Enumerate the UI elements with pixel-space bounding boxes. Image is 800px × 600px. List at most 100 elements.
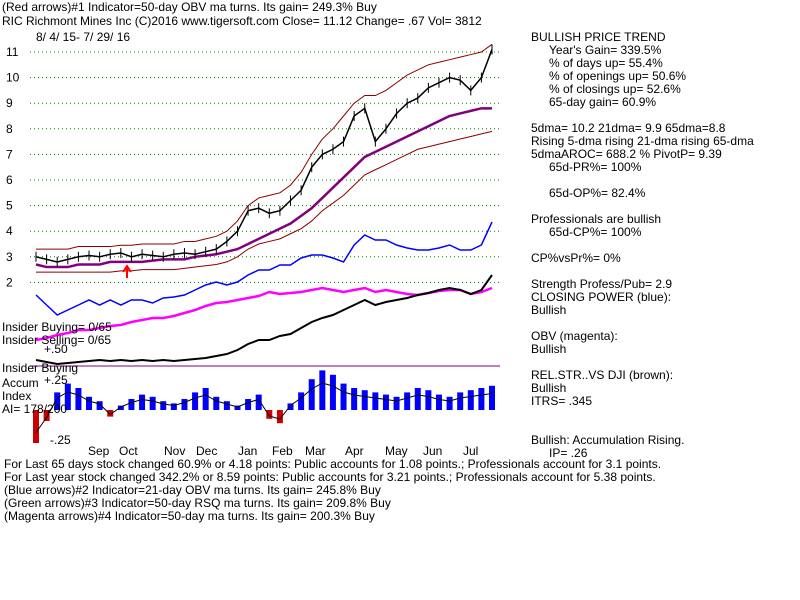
accum-bar	[425, 390, 432, 410]
red-arrow-icon	[122, 264, 132, 278]
closing-power-line	[35, 221, 493, 316]
x-tick-label: Oct	[119, 444, 138, 458]
accum-bar	[43, 410, 50, 421]
side-line: Strength Profess/Pub= 2.9	[531, 277, 673, 291]
accum-bar	[404, 392, 411, 410]
minus25-label: -.25	[50, 433, 71, 447]
side-line: 65d-CP%= 100%	[549, 225, 642, 239]
side-line: 65-day gain= 60.9%	[549, 95, 657, 109]
header-ticker-line: RIC Richmont Mines Inc (C)2016 www.tiger…	[2, 14, 482, 28]
plus25-label: +.25	[44, 373, 68, 387]
accum-bar	[382, 394, 389, 410]
insider-buying-label: Insider Buying= 0/65	[2, 320, 112, 334]
accum-bar	[276, 410, 283, 424]
accum-bar	[287, 403, 294, 410]
insider-buying-2-label: Insider Buying	[2, 361, 79, 375]
accum-bar	[435, 394, 442, 410]
side-line: 5dma= 10.2 21dma= 9.9 65dma=8.8	[531, 121, 726, 135]
ai-label: AI= 178/200	[2, 402, 68, 416]
side-line: Bullish	[531, 303, 567, 317]
plus50-label: +.50	[44, 342, 68, 356]
side-line: ITRS= .345	[531, 394, 593, 408]
x-tick-label: Apr	[345, 444, 364, 458]
side-panel: BULLISH PRICE TREND Year's Gain= 339.5%% …	[531, 31, 754, 460]
accum-bar	[340, 383, 347, 410]
y-tick-label: 4	[6, 224, 13, 238]
side-line: REL.STR..VS DJI (brown):	[531, 368, 674, 382]
date-range: 8/ 4/ 15- 7/ 29/ 16	[36, 30, 131, 44]
accum-bar	[33, 410, 39, 443]
footer-line: For Last 65 days stock changed 60.9% or …	[4, 457, 662, 471]
upper-band-line	[36, 43, 493, 250]
insider-selling-label: Insider Selling= 0/65	[2, 333, 112, 347]
accum-bar	[234, 405, 241, 410]
accum-bar	[192, 392, 199, 410]
x-tick-label: Jul	[463, 444, 478, 458]
accum-bar	[351, 388, 358, 410]
y-tick-label: 8	[6, 122, 13, 136]
accum-label: Accum	[2, 376, 39, 390]
accum-bar	[202, 388, 209, 410]
accum-bar	[245, 399, 252, 410]
y-tick-label: 10	[6, 71, 20, 85]
accum-bar	[372, 392, 379, 410]
x-tick-label: Mar	[305, 444, 326, 458]
accum-bar	[64, 383, 71, 410]
accum-bar	[393, 396, 400, 410]
y-tick-label: 9	[6, 96, 13, 110]
y-tick-label: 2	[6, 275, 13, 289]
y-tick-label: 11	[6, 45, 19, 59]
y-tick-label: 6	[6, 173, 13, 187]
footer: For Last 65 days stock changed 60.9% or …	[4, 458, 661, 523]
accum-bar	[170, 403, 177, 410]
footer-line: (Magenta arrows)#4 Indicator=50-day ma t…	[4, 509, 375, 523]
accum-bar	[107, 410, 114, 417]
footer-line: (Green arrows)#3 Indicator=50-day RSQ ma…	[4, 496, 391, 510]
accum-bar	[361, 390, 368, 410]
accum-bar	[117, 405, 124, 410]
x-tick-label: Jan	[238, 444, 257, 458]
footer-line: For Last year stock changed 342.2% or 8.…	[4, 470, 656, 484]
accum-bar	[181, 399, 188, 410]
accum-bar	[478, 388, 485, 410]
accum-bar	[329, 374, 336, 410]
side-line: Rising 5-dma rising 21-dma rising 65-dma	[531, 134, 754, 148]
accum-bar	[139, 394, 146, 410]
side-line: 65d-OP%= 82.4%	[549, 186, 646, 200]
y-tick-label: 3	[6, 250, 13, 264]
side-line: % of closings up= 52.6%	[549, 82, 681, 96]
accum-bar	[128, 399, 135, 410]
y-tick-label: 5	[6, 199, 13, 213]
x-tick-label: Jun	[423, 444, 442, 458]
x-tick-label: Nov	[164, 444, 185, 458]
side-line: 65d-PR%= 100%	[549, 160, 642, 174]
y-tick-label: 7	[6, 147, 13, 161]
accum-bar	[149, 396, 156, 410]
side-line: CLOSING POWER (blue):	[531, 290, 672, 304]
side-line: 5dmaAROC= 688.2 % PivotP= 9.39	[531, 147, 722, 161]
x-tick-label: May	[385, 444, 408, 458]
footer-line: (Blue arrows)#2 Indicator=21-day OBV ma …	[4, 483, 381, 497]
accum-bar	[213, 396, 220, 410]
side-line: Bullish	[531, 381, 567, 395]
accum-bar	[489, 385, 495, 410]
price-line	[35, 49, 493, 263]
lower-band-line	[36, 130, 493, 273]
side-line: IP= .26	[549, 446, 588, 460]
side-line: OBV (magenta):	[531, 329, 618, 343]
index-label: Index	[2, 389, 32, 403]
side-line: Bullish	[531, 342, 567, 356]
side-line: Year's Gain= 339.5%	[549, 43, 662, 57]
accum-bar	[86, 396, 93, 410]
x-tick-label: Feb	[272, 444, 293, 458]
x-tick-label: Dec	[196, 444, 217, 458]
side-line: BULLISH PRICE TREND	[531, 30, 666, 44]
accum-bar	[160, 401, 167, 410]
accum-bar	[54, 392, 61, 410]
ma65-line	[35, 107, 492, 269]
accum-bar	[298, 392, 305, 410]
accum-bar	[266, 410, 273, 419]
side-line: % of openings up= 50.6%	[549, 69, 687, 83]
side-line: % of days up= 55.4%	[549, 56, 663, 70]
